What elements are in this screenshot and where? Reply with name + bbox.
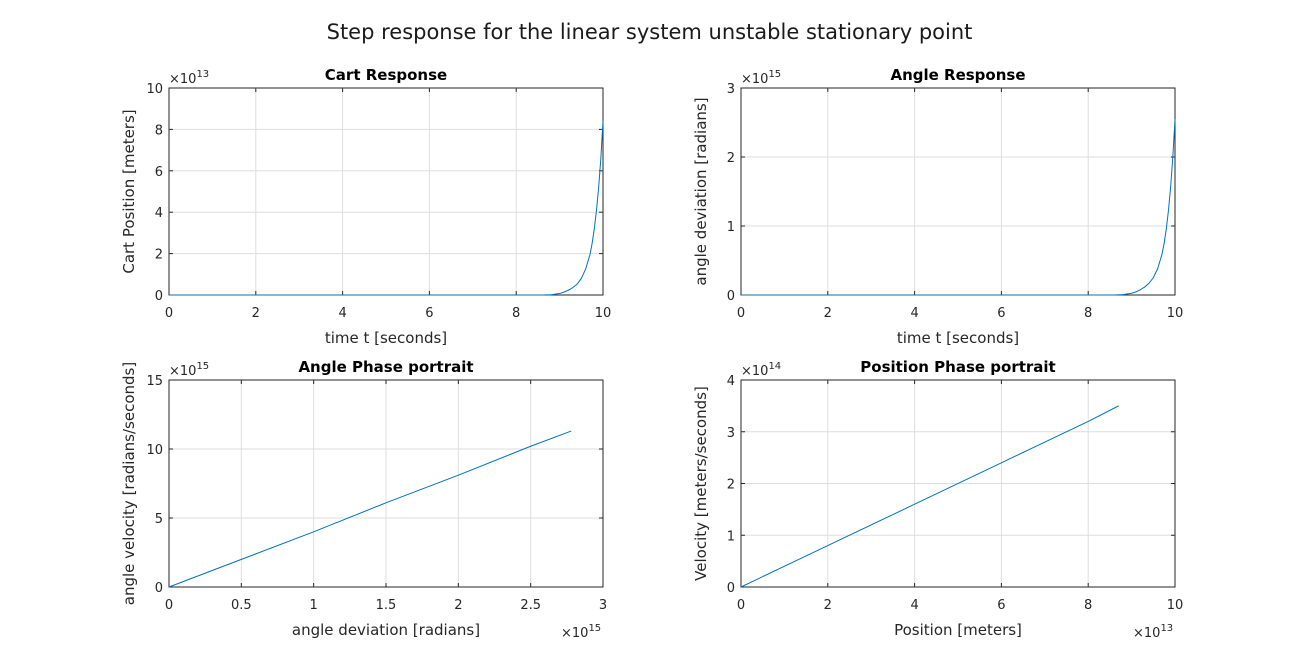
y-tick-label: 10: [146, 443, 163, 458]
x-tick-label: 1.5: [376, 598, 397, 613]
x-tick-label: 4: [910, 598, 918, 613]
x-tick-label: 8: [512, 306, 520, 321]
y-tick-label: 3: [727, 82, 735, 97]
x-tick-label: 0: [737, 306, 745, 321]
x-tick-label: 2.5: [520, 598, 541, 613]
subplot-3: 0 0.5 1 1.5 2 2.5 3 0 5 10 15 ×1015 ×1015 Angle Phase…: [120, 358, 607, 641]
series-line: [740, 405, 1119, 588]
y-tick-label: 0: [155, 581, 163, 596]
y-tick-label: 0: [727, 581, 735, 596]
subplot-title: Angle Phase portrait: [298, 358, 473, 376]
series-line: [168, 430, 572, 588]
y-exponent-label: ×1013: [169, 69, 209, 87]
y-tick-label: 2: [727, 151, 735, 166]
y-exponent-label: ×1015: [741, 69, 781, 87]
subplot-title: Position Phase portrait: [860, 358, 1055, 376]
x-tick-label: 2: [252, 306, 260, 321]
x-tick-label: 0: [165, 306, 173, 321]
y-tick-label: 1: [727, 220, 735, 235]
x-tick-label: 6: [997, 598, 1005, 613]
x-tick-label: 2: [824, 306, 832, 321]
x-tick-label: 0: [737, 598, 745, 613]
subplot-4: 0 2 4 6 8 10 0 1 2 3 4 ×1014 ×1013 Position Phase por…: [692, 358, 1183, 641]
y-tick-label: 0: [727, 289, 735, 304]
x-tick-label: 6: [997, 306, 1005, 321]
x-tick-label: 1: [310, 598, 318, 613]
y-axis-label: Cart Position [meters]: [120, 109, 138, 273]
axes-frame: [168, 87, 604, 296]
y-tick-label: 4: [155, 206, 163, 221]
x-tick-label: 0: [165, 598, 173, 613]
x-tick-label: 2: [824, 598, 832, 613]
subplot-1: 0 2 4 6 8 10 0 2 4 6 8 10 ×1013 Cart Response time t […: [120, 66, 611, 347]
y-tick-label: 0: [155, 289, 163, 304]
subplot-title: Cart Response: [325, 66, 447, 84]
y-exponent-label: ×1014: [741, 361, 781, 379]
x-tick-label: 10: [1167, 598, 1184, 613]
y-tick-label: 5: [155, 512, 163, 527]
y-exponent-label: ×1015: [169, 361, 209, 379]
x-tick-label: 4: [338, 306, 346, 321]
y-tick-label: 1: [727, 529, 735, 544]
series-line: [169, 121, 604, 296]
x-axis-label: angle deviation [radians]: [292, 621, 480, 639]
y-tick-label: 2: [155, 248, 163, 263]
x-axis-label: time t [seconds]: [897, 329, 1019, 347]
x-tick-label: 10: [1167, 306, 1184, 321]
y-axis-label: angle deviation [radians]: [692, 97, 710, 285]
y-tick-label: 3: [727, 426, 735, 441]
axes-frame: [740, 87, 1176, 296]
x-tick-label: 4: [910, 306, 918, 321]
subplot-title: Angle Response: [890, 66, 1025, 84]
series-line: [741, 119, 1176, 296]
y-tick-label: 10: [146, 82, 163, 97]
y-tick-label: 8: [155, 123, 163, 138]
y-tick-label: 4: [727, 374, 735, 389]
x-exponent-label: ×1015: [561, 623, 601, 641]
subplot-2: 0 2 4 6 8 10 0 1 2 3 ×1015 Angle Response time t [se…: [692, 66, 1183, 347]
y-tick-label: 6: [155, 165, 163, 180]
x-tick-label: 2: [454, 598, 462, 613]
y-tick-label: 15: [146, 374, 163, 389]
y-tick-label: 2: [727, 478, 735, 493]
x-tick-label: 0.5: [231, 598, 252, 613]
x-axis-label: Position [meters]: [894, 621, 1022, 639]
x-exponent-label: ×1013: [1133, 623, 1173, 641]
x-tick-label: 8: [1084, 306, 1092, 321]
x-axis-label: time t [seconds]: [325, 329, 447, 347]
x-tick-label: 3: [599, 598, 607, 613]
x-tick-label: 6: [425, 306, 433, 321]
x-tick-label: 10: [595, 306, 612, 321]
y-axis-label: angle velocity [radians/seconds]: [120, 362, 138, 605]
y-axis-label: Velocity [meters/seconds]: [692, 386, 710, 581]
figure-title: Step response for the linear system unst…: [326, 20, 973, 44]
x-tick-label: 8: [1084, 598, 1092, 613]
